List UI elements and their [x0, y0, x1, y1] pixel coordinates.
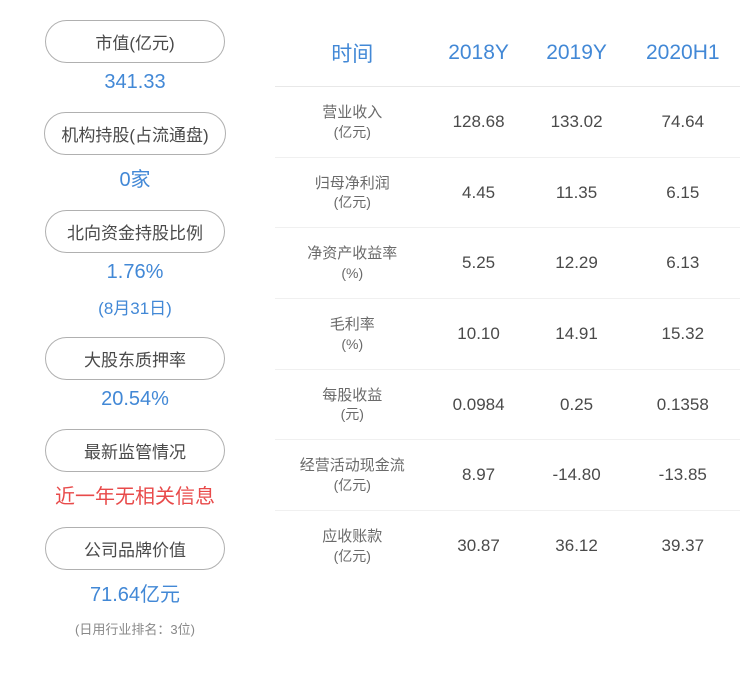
row-label-cell: 归母净利润(亿元) [275, 157, 430, 228]
row-unit-text: (亿元) [283, 476, 422, 494]
table-row: 归母净利润(亿元)4.4511.356.15 [275, 157, 740, 228]
info-pill-subtext: (8月31日) [10, 294, 260, 319]
row-unit-text: (亿元) [283, 193, 422, 211]
data-cell: 5.25 [430, 228, 528, 299]
th-2020h1: 2020H1 [626, 20, 740, 87]
info-pill-label: 大股东质押率 [45, 337, 225, 380]
row-unit-text: (%) [283, 335, 422, 353]
data-cell: 4.45 [430, 157, 528, 228]
row-unit-text: (亿元) [283, 547, 422, 565]
left-info-panel: 市值(亿元) 341.33 机构持股(占流通盘) 0家北向资金持股比例 1.76% (8月… [10, 20, 260, 658]
row-label-text: 应收账款 [283, 527, 422, 547]
data-cell: 0.0984 [430, 369, 528, 440]
row-label-cell: 经营活动现金流(亿元) [275, 440, 430, 511]
info-pill-value: 1.76% [10, 261, 260, 284]
row-unit-text: (元) [283, 405, 422, 423]
data-cell: 0.1358 [626, 369, 740, 440]
row-label-cell: 净资产收益率(%) [275, 228, 430, 299]
table-row: 毛利率(%)10.1014.9115.32 [275, 299, 740, 370]
data-cell: 39.37 [626, 511, 740, 581]
data-cell: 36.12 [528, 511, 626, 581]
row-label-cell: 应收账款(亿元) [275, 511, 430, 581]
info-pill-note: (日用行业排名：3位) [10, 619, 260, 638]
info-pill-value: 近一年无相关信息 [10, 480, 260, 509]
row-label-cell: 营业收入(亿元) [275, 87, 430, 158]
info-pill-value: 71.64亿元 [10, 578, 260, 607]
row-label-text: 营业收入 [283, 103, 422, 123]
table-row: 经营活动现金流(亿元)8.97-14.80-13.85 [275, 440, 740, 511]
info-pill-value: 0家 [10, 163, 260, 192]
data-cell: 8.97 [430, 440, 528, 511]
table-row: 营业收入(亿元)128.68133.0274.64 [275, 87, 740, 158]
info-pill-label: 公司品牌价值 [45, 527, 225, 570]
data-cell: 128.68 [430, 87, 528, 158]
data-cell: 11.35 [528, 157, 626, 228]
row-unit-text: (亿元) [283, 123, 422, 141]
data-cell: -13.85 [626, 440, 740, 511]
data-cell: 30.87 [430, 511, 528, 581]
info-pill-label: 市值(亿元) [45, 20, 225, 63]
data-cell: 12.29 [528, 228, 626, 299]
row-label-text: 归母净利润 [283, 174, 422, 194]
data-cell: 14.91 [528, 299, 626, 370]
data-cell: 10.10 [430, 299, 528, 370]
data-cell: 6.13 [626, 228, 740, 299]
row-label-cell: 每股收益(元) [275, 369, 430, 440]
info-pill-label: 北向资金持股比例 [45, 210, 225, 253]
data-cell: 133.02 [528, 87, 626, 158]
info-pill-value: 20.54% [10, 388, 260, 411]
data-cell: 0.25 [528, 369, 626, 440]
data-cell: 74.64 [626, 87, 740, 158]
table-row: 净资产收益率(%)5.2512.296.13 [275, 228, 740, 299]
table-row: 每股收益(元)0.09840.250.1358 [275, 369, 740, 440]
right-table-panel: 时间 2018Y 2019Y 2020H1 营业收入(亿元)128.68133.… [260, 20, 740, 658]
row-label-text: 净资产收益率 [283, 244, 422, 264]
table-body: 营业收入(亿元)128.68133.0274.64归母净利润(亿元)4.4511… [275, 87, 740, 581]
th-2018: 2018Y [430, 20, 528, 87]
financial-table: 时间 2018Y 2019Y 2020H1 营业收入(亿元)128.68133.… [275, 20, 740, 581]
th-2019: 2019Y [528, 20, 626, 87]
table-header-row: 时间 2018Y 2019Y 2020H1 [275, 20, 740, 87]
row-label-cell: 毛利率(%) [275, 299, 430, 370]
info-pill-label: 最新监管情况 [45, 429, 225, 472]
data-cell: 15.32 [626, 299, 740, 370]
table-row: 应收账款(亿元)30.8736.1239.37 [275, 511, 740, 581]
info-pill-value: 341.33 [10, 71, 260, 94]
row-unit-text: (%) [283, 264, 422, 282]
data-cell: -14.80 [528, 440, 626, 511]
row-label-text: 每股收益 [283, 386, 422, 406]
data-cell: 6.15 [626, 157, 740, 228]
row-label-text: 毛利率 [283, 315, 422, 335]
row-label-text: 经营活动现金流 [283, 456, 422, 476]
info-pill-label: 机构持股(占流通盘) [44, 112, 225, 155]
th-time: 时间 [275, 20, 430, 87]
